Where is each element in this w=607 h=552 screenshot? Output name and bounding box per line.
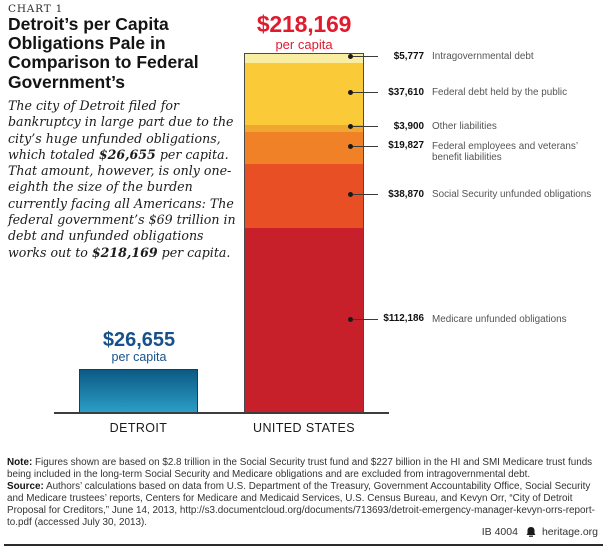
segment-label: Medicare unfunded obligations — [432, 313, 567, 325]
us-total-value: $218,169 — [256, 11, 352, 37]
segment-value: $112,186 — [383, 313, 424, 325]
intro-detroit-amount: $26,655 — [98, 146, 156, 162]
detroit-total-value: $26,655 — [102, 329, 176, 351]
site-label: heritage.org — [541, 526, 598, 538]
issue-brief-id: IB 4004 — [481, 526, 518, 538]
leader-line — [348, 50, 378, 64]
note-text: Figures shown are based on $2.8 trillion… — [7, 457, 593, 480]
intro-seg: per capita. — [157, 244, 231, 260]
segment-label: Social Security unfunded obligations — [432, 189, 592, 201]
segment-value: $3,900 — [393, 120, 424, 132]
source-paragraph: Source: Authors’ calculations based on d… — [7, 481, 603, 529]
leader-line — [348, 188, 378, 202]
leader-line — [348, 120, 378, 134]
leader-line — [348, 312, 378, 326]
leader-line — [348, 139, 378, 153]
footer-notes: Note: Figures shown are based on $2.8 tr… — [7, 457, 603, 528]
intro-seg: The city of Detroit filed for bankruptcy… — [8, 98, 234, 162]
segment-callout-2: $3,900 Other liabilities — [348, 120, 607, 136]
segment-callout-4: $38,870 Social Security unfunded obligati… — [348, 188, 607, 204]
source-label: Source: — [7, 480, 44, 492]
category-label-detroit: DETROIT — [109, 421, 168, 435]
leader-rule — [353, 145, 378, 147]
segment-value: $38,870 — [388, 188, 424, 200]
detroit-bar — [79, 369, 198, 413]
leader-dot — [348, 90, 353, 96]
segment-label: Intragovernmental debt — [432, 51, 534, 63]
leader-dot — [348, 316, 353, 322]
page-title: Detroit’s per Capita Obligations Pale in… — [8, 14, 199, 92]
us-stacked-bar — [244, 53, 364, 413]
segment-value: $19,827 — [388, 140, 424, 152]
intro-us-amount: $218,169 — [91, 244, 158, 260]
intro-seg: per capita. That amount, however, is onl… — [8, 146, 236, 260]
us-bar-segment-5 — [245, 227, 363, 412]
us-bar-segment-4 — [245, 164, 363, 228]
us-bar-segment-0 — [245, 54, 363, 64]
us-bar-segment-2 — [245, 125, 363, 132]
leader-dot — [348, 54, 353, 60]
leader-rule — [353, 126, 378, 128]
category-label-united-states: UNITED STATES — [253, 421, 355, 435]
us-bar-segment-3 — [245, 131, 363, 165]
chart-kicker: CHART 1 — [8, 3, 64, 15]
leader-rule — [353, 92, 378, 94]
leader-rule — [353, 56, 378, 58]
bottom-rule — [4, 544, 603, 546]
segment-value: $37,610 — [388, 86, 424, 98]
segment-label: Federal debt held by the public — [432, 87, 568, 99]
segment-value: $5,777 — [393, 50, 424, 62]
us-total-sublabel: per capita — [275, 37, 333, 52]
segment-label: Other liabilities — [432, 121, 497, 133]
leader-rule — [353, 318, 378, 320]
us-bar-segment-1 — [245, 63, 363, 126]
leader-dot — [348, 192, 353, 198]
segment-callout-3: $19,827 Federal employees and veterans’ b… — [348, 139, 607, 163]
detroit-total-sublabel: per capita — [111, 350, 167, 364]
leader-dot — [348, 143, 353, 149]
leader-dot — [348, 124, 353, 130]
x-axis-line — [54, 412, 389, 414]
segment-callout-1: $37,610 Federal debt held by the public — [348, 86, 607, 102]
leader-line — [348, 86, 378, 100]
leader-rule — [353, 194, 378, 196]
segment-callout-0: $5,777 Intragovernmental debt — [348, 50, 607, 66]
intro-text: The city of Detroit filed for bankruptcy… — [8, 98, 240, 261]
segment-callout-5: $112,186 Medicare unfunded obligations — [348, 312, 607, 328]
note-paragraph: Note: Figures shown are based on $2.8 tr… — [7, 457, 603, 481]
heritage-bell-icon — [526, 527, 536, 537]
segment-label: Federal employees and veterans’ benefit … — [432, 140, 578, 164]
source-text: Authors’ calculations based on data from… — [7, 480, 595, 528]
note-label: Note: — [7, 457, 33, 468]
footer-brand: IB 4004 heritage.org — [482, 526, 598, 538]
